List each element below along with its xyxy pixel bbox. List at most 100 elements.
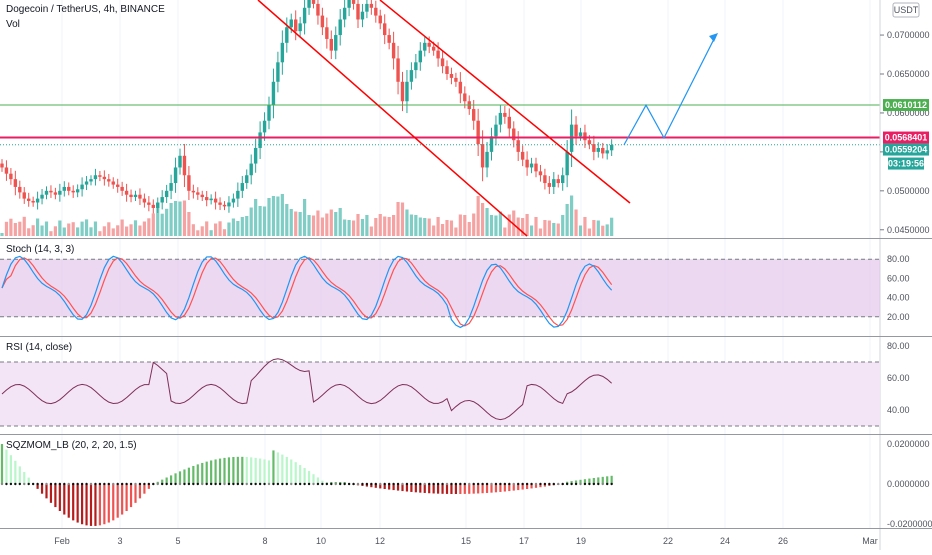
momentum-bar (450, 484, 453, 494)
price-axis-bg (880, 0, 932, 550)
momentum-bar (454, 484, 457, 494)
squeeze-dot (325, 482, 329, 486)
volume-bar (240, 217, 244, 236)
candle-body (556, 179, 560, 184)
volume-bars (0, 194, 614, 236)
candle-body (414, 62, 418, 71)
squeeze-dot (76, 482, 79, 486)
rsi-pane[interactable]: RSI (14, close) 80.00 60.00 40.00 (0, 341, 910, 427)
momentum-bar (285, 456, 288, 484)
squeeze-dot (534, 482, 538, 486)
volume-bar (173, 201, 178, 236)
volume-bar (351, 220, 356, 236)
momentum-bar (205, 461, 208, 484)
rsi-label[interactable]: RSI (14, close) (6, 342, 72, 353)
currency-badge[interactable] (892, 2, 920, 18)
price-pane[interactable] (0, 0, 880, 237)
stoch-tick-label: 80.00 (887, 254, 910, 264)
volume-bar (49, 231, 53, 236)
volume-bar (303, 199, 307, 236)
candle-body (44, 190, 49, 195)
date-axis[interactable]: Feb 3 5 8 10 12 15 17 19 22 24 26 Mar (54, 536, 878, 546)
momentum-bar (23, 472, 26, 484)
stoch-label[interactable]: Stoch (14, 3, 3) (6, 244, 74, 255)
volume-bar (494, 215, 498, 236)
volume-bar (107, 222, 111, 236)
price-axis[interactable]: USDT 0.07000000.06500000.06000000.055000… (879, 0, 932, 550)
rsi-tick-label: 80.00 (887, 341, 910, 351)
rsi-tick-label: 60.00 (887, 373, 910, 383)
momentum-bar (214, 459, 217, 484)
date-label: 19 (576, 536, 586, 546)
momentum-bar (588, 478, 591, 484)
candle-body (427, 42, 431, 47)
momentum-bar (574, 480, 578, 484)
volume-bar (578, 225, 583, 236)
stoch-pane[interactable]: Stoch (14, 3, 3) 80.00 60.00 40.00 20.00 (0, 244, 910, 329)
stoch-ticks: 80.00 60.00 40.00 20.00 (887, 254, 910, 322)
candle-body (458, 81, 463, 94)
volume-bar (294, 211, 298, 236)
candle-body (605, 150, 609, 154)
stoch-band (0, 259, 880, 317)
volume-bar (18, 221, 22, 236)
candle-body (18, 186, 22, 193)
squeeze-dot (214, 482, 217, 486)
candle-body (71, 190, 75, 193)
squeeze-momentum-label[interactable]: SQZMOM_LB (20, 2, 20, 1.5) (6, 440, 137, 451)
momentum-bar (499, 484, 502, 492)
volume-bar (67, 223, 71, 236)
volume-bar (289, 209, 293, 236)
momentum-bar (232, 456, 235, 484)
volume-label[interactable]: Vol (6, 19, 20, 30)
momentum-bar (9, 455, 12, 484)
candle-body (338, 19, 342, 36)
candle-body (552, 179, 556, 187)
momentum-bar (187, 467, 190, 484)
squeeze-dot (209, 482, 213, 486)
volume-bar (472, 213, 476, 236)
momentum-bar (138, 484, 142, 499)
momentum-bar (321, 480, 324, 484)
symbol-title[interactable]: Dogecoin / TetherUS, 4h, BINANCE (6, 4, 165, 15)
momentum-bar (468, 484, 471, 494)
squeeze-dot (374, 482, 377, 486)
channel-upper-line[interactable] (379, 0, 631, 204)
volume-bar (151, 213, 155, 236)
candle-body (205, 197, 209, 201)
projection-path[interactable] (623, 34, 717, 146)
squeeze-dot (503, 482, 507, 486)
momentum-ticks: 0.0200000 0.0000000 -0.0200000 (887, 439, 932, 529)
volume-bar (191, 224, 195, 236)
candle-body (151, 204, 155, 208)
squeeze-dot (58, 482, 62, 486)
volume-bar (196, 230, 200, 236)
volume-bar (543, 220, 547, 236)
squeeze-dot (196, 482, 199, 486)
squeeze-momentum-pane[interactable]: SQZMOM_LB (20, 2, 20, 1.5) 0.0200000 0.00… (0, 439, 932, 529)
momentum-bar (316, 477, 320, 484)
squeeze-dot (414, 482, 418, 486)
momentum-tick-label: -0.0200000 (887, 519, 932, 529)
momentum-bar (98, 484, 101, 526)
channel-lower-line[interactable] (257, 0, 528, 237)
candle-body (418, 50, 422, 63)
candle-body (516, 140, 520, 152)
volume-bar (218, 221, 222, 236)
candle-body (583, 132, 587, 141)
volume-bar (427, 218, 431, 236)
momentum-bar (89, 484, 93, 526)
squeeze-dot (138, 482, 142, 486)
momentum-bar (165, 477, 168, 484)
candle-body (196, 192, 200, 195)
volume-bar (298, 212, 302, 236)
volume-bar (133, 220, 138, 236)
candle-body (307, 0, 311, 8)
squeeze-dot (143, 482, 146, 486)
momentum-bar (606, 476, 609, 484)
squeeze-dot (254, 482, 257, 486)
squeeze-dots (0, 482, 613, 486)
volume-bar (392, 215, 396, 236)
candle-body (374, 7, 378, 16)
